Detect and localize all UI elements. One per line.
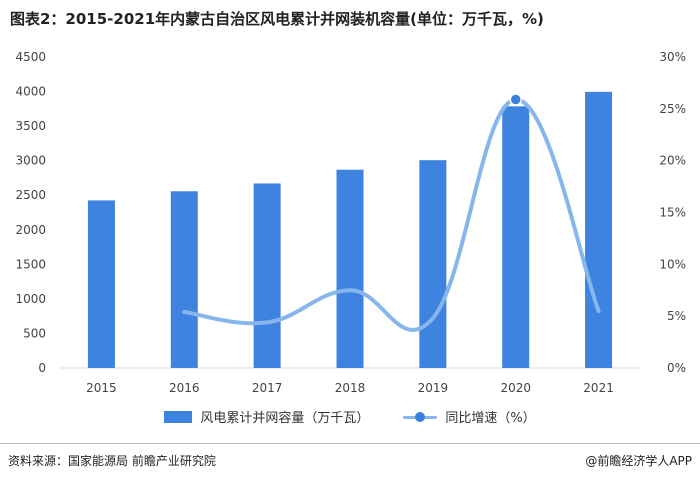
y-right-tick-label: 20% (659, 154, 686, 168)
y-right-tick-label: 15% (659, 206, 686, 220)
bar-2017 (253, 183, 281, 368)
y-right-tick-label: 5% (667, 309, 686, 323)
y-left-tick-label: 3500 (15, 119, 46, 133)
legend-item-growth: 同比增速（%） (403, 407, 536, 426)
y-left-tick-label: 0 (38, 361, 46, 375)
bar-2021 (585, 91, 613, 368)
legend-label-growth: 同比增速（%） (445, 411, 536, 426)
y-left-tick-label: 2500 (15, 188, 46, 202)
legend-line-swatch (403, 411, 438, 423)
source-note: 资料来源：国家能源局 前瞻产业研究院 (8, 454, 216, 468)
bar-2020 (502, 106, 530, 368)
y-left-tick-label: 1500 (15, 257, 46, 271)
chart-legend: 风电累计并网容量（万千瓦） 同比增速（%） (0, 407, 700, 426)
bar-2015 (87, 200, 115, 368)
bar-2019 (419, 160, 447, 368)
y-left-tick-label: 4500 (15, 50, 46, 64)
y-right-tick-label: 25% (659, 102, 686, 116)
x-tick-label: 2015 (86, 381, 117, 395)
y-right-tick-label: 30% (659, 50, 686, 64)
y-right-tick-label: 0% (667, 361, 686, 375)
legend-label-capacity: 风电累计并网容量（万千瓦） (200, 411, 370, 426)
x-tick-label: 2019 (418, 381, 449, 395)
x-tick-label: 2017 (252, 381, 283, 395)
brand-label: @前瞻经济学人APP (585, 454, 692, 468)
bar-2016 (170, 191, 198, 368)
legend-item-capacity: 风电累计并网容量（万千瓦） (164, 407, 369, 426)
y-left-tick-label: 500 (23, 326, 46, 340)
bar-2018 (336, 169, 364, 368)
legend-bar-swatch (164, 410, 193, 423)
y-left-tick-label: 2000 (15, 223, 46, 237)
x-tick-label: 2018 (335, 381, 366, 395)
combo-chart: 0 500 1000 1500 2000 2500 3000 3500 4000 4500 0% 5%… (15, 50, 686, 395)
x-tick-label: 2016 (169, 381, 200, 395)
chart-title: 图表2：2015-2021年内蒙古自治区风电累计并网装机容量(单位：万千瓦，%) (10, 10, 544, 28)
y-left-tick-label: 4000 (15, 85, 46, 99)
y-right-tick-label: 10% (659, 257, 686, 271)
growth-rate-line (182, 97, 601, 332)
x-tick-label: 2020 (500, 381, 531, 395)
y-left-tick-label: 3000 (15, 154, 46, 168)
x-tick-label: 2021 (583, 381, 614, 395)
y-left-tick-label: 1000 (15, 292, 46, 306)
footer-divider (0, 443, 700, 444)
growth-marker-2020 (509, 93, 522, 106)
